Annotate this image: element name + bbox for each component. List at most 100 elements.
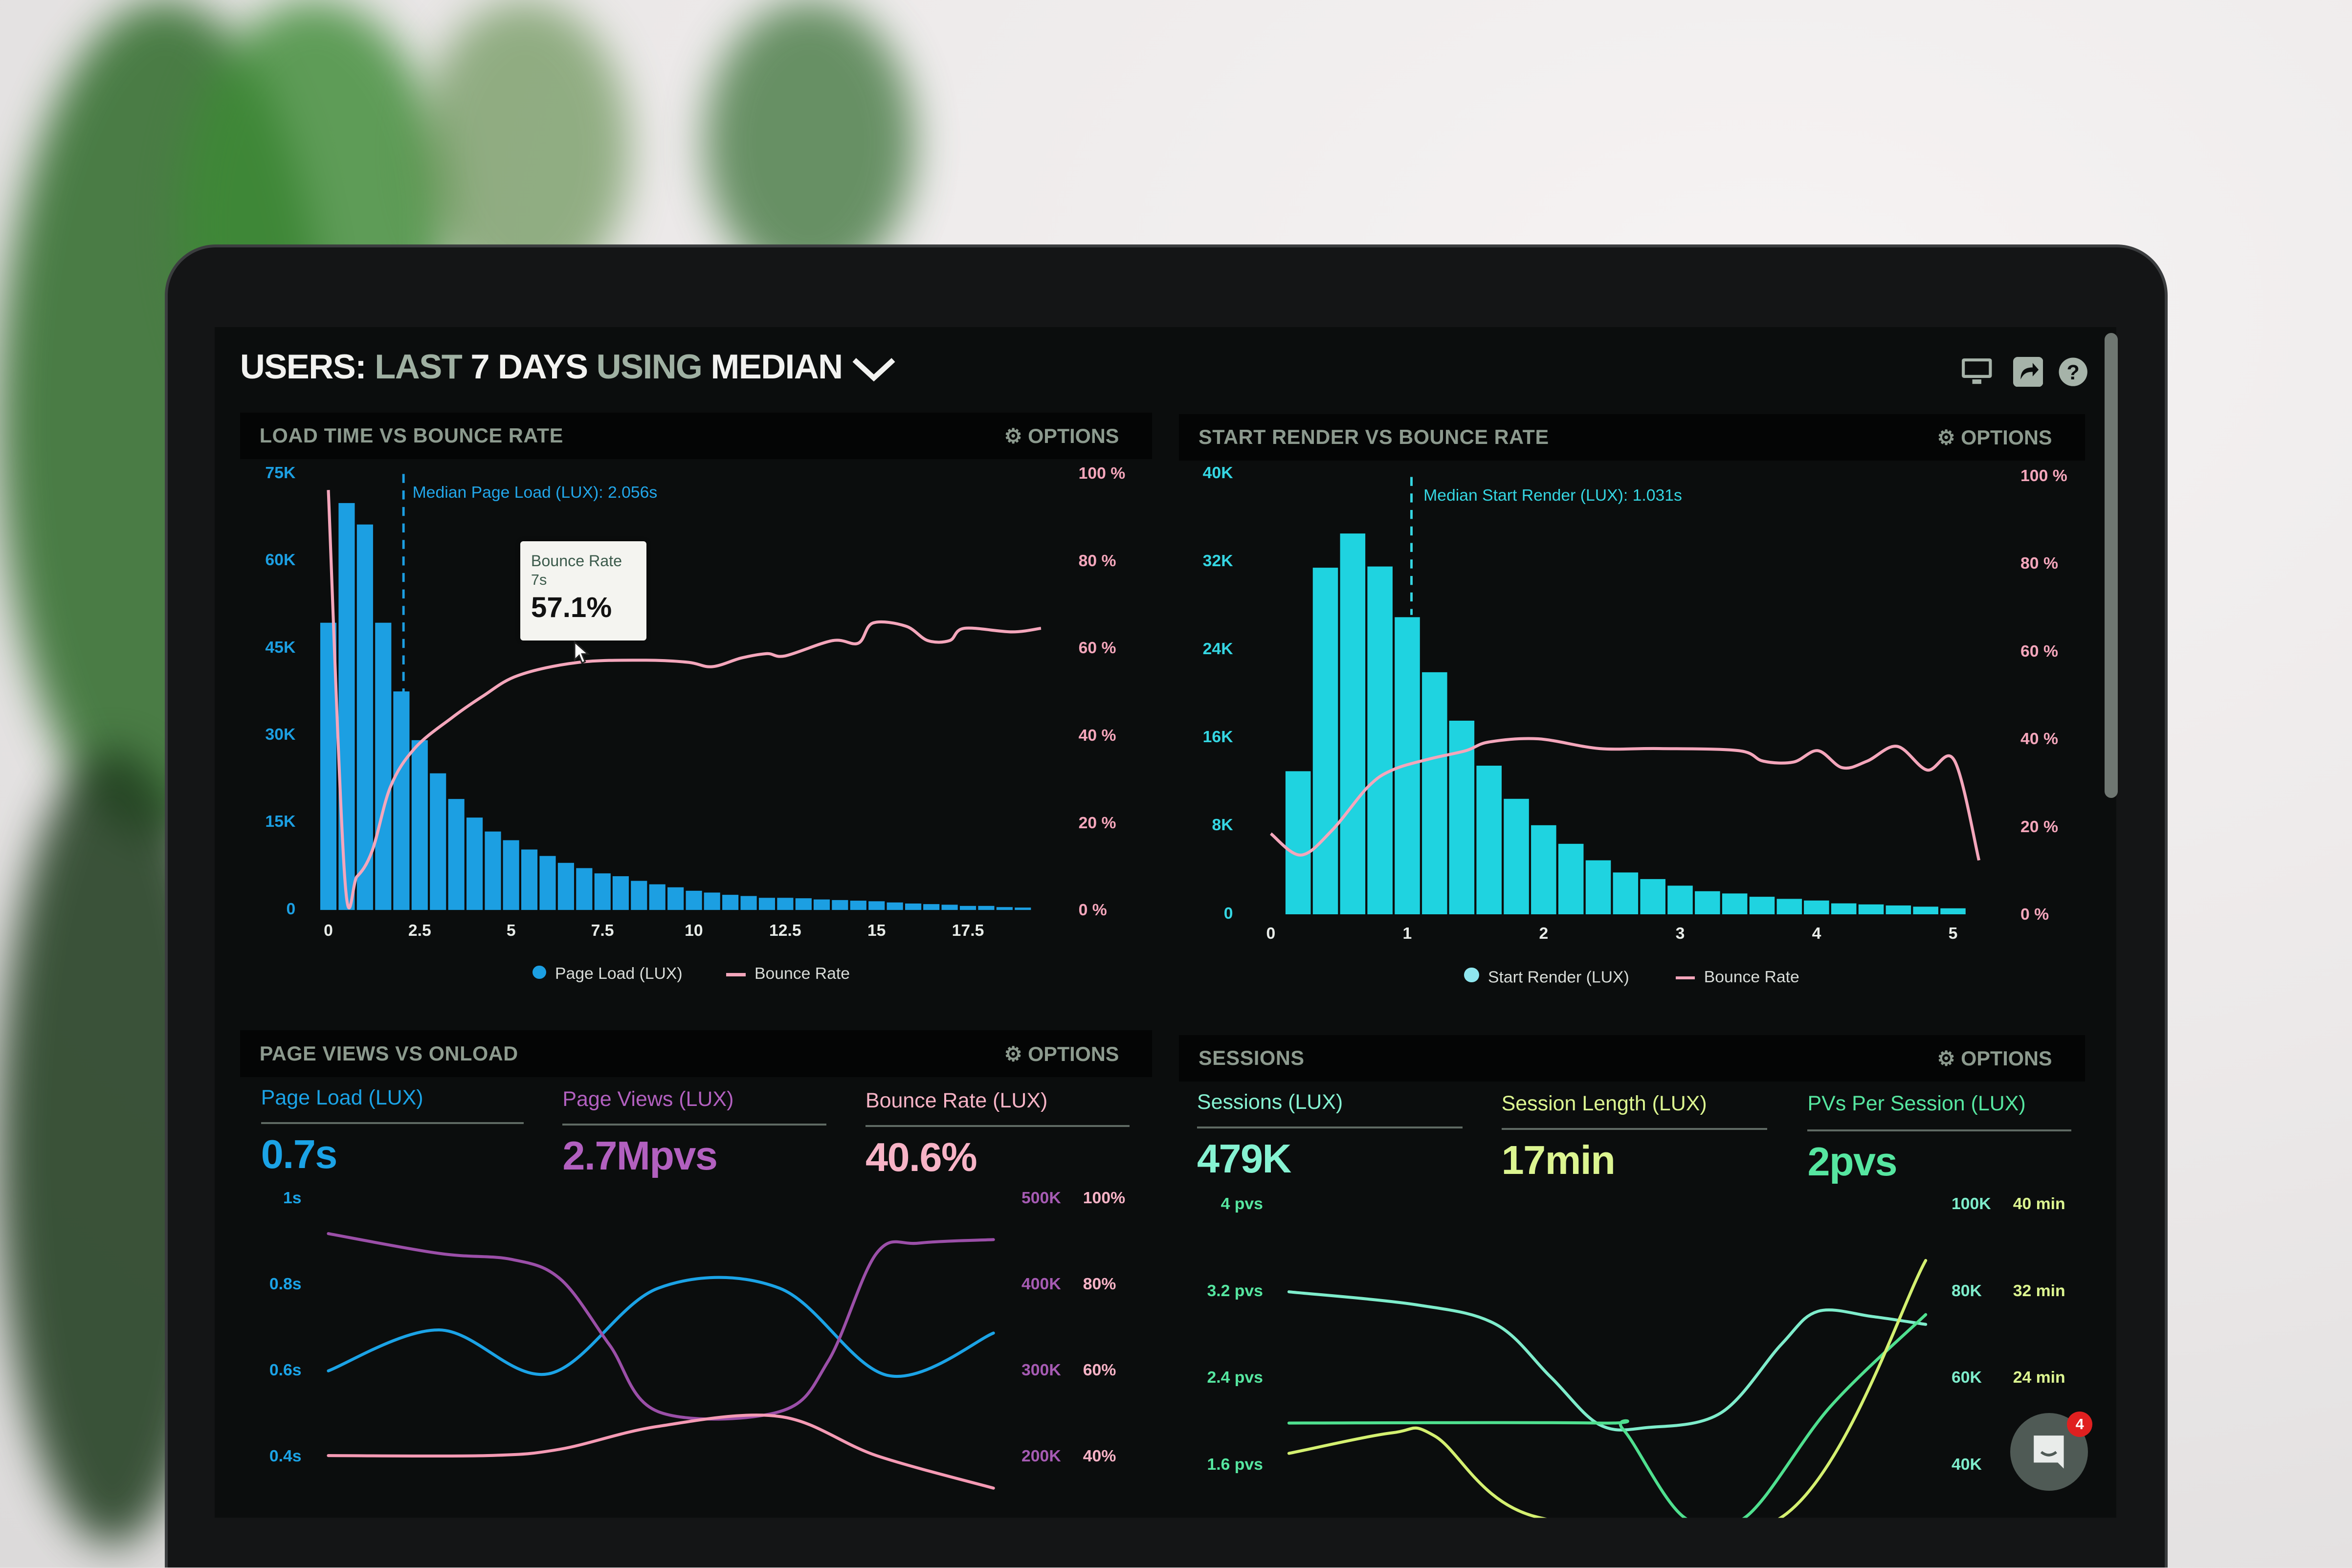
histogram-bar <box>393 691 410 910</box>
y2-axis-tick-label: 60 % <box>2020 641 2058 661</box>
y3-axis-tick-label: 100% <box>1083 1189 1126 1208</box>
legend-dot-icon <box>532 965 546 979</box>
y2-axis-tick-label: 60K <box>1951 1368 1982 1387</box>
histogram-bar <box>576 868 593 910</box>
histogram-bar <box>959 905 976 910</box>
histogram-bar <box>1804 900 1829 915</box>
chevron-down-icon[interactable] <box>851 355 896 382</box>
dashboard-title[interactable]: USERS: LAST 7 DAYS USING MEDIAN <box>240 347 896 386</box>
y-axis-tick-label: 45K <box>265 638 296 657</box>
tooltip-title: Bounce Rate <box>531 552 622 570</box>
histogram-bar <box>1504 798 1529 915</box>
histogram-bar <box>594 873 611 910</box>
y-axis-tick-label: 8K <box>1212 816 1233 835</box>
histogram-bar <box>996 907 1013 910</box>
histogram-bar <box>1831 903 1857 915</box>
legend-bounce-rate[interactable]: Bounce Rate <box>1675 967 1799 987</box>
histogram-bar <box>1913 906 1938 915</box>
y-axis-tick-label: 24K <box>1202 640 1233 659</box>
histogram-bar <box>375 622 392 910</box>
legend-start-render[interactable]: Start Render (LUX) <box>1464 967 1629 987</box>
y3-axis-tick-label: 80% <box>1083 1275 1116 1294</box>
histogram-bar <box>1640 879 1665 915</box>
panel-title: PAGE VIEWS VS ONLOAD <box>259 1042 518 1065</box>
divider <box>1807 1129 2072 1132</box>
gear-icon: ⚙ <box>1937 1047 1961 1070</box>
y2-axis-tick-label: 80 % <box>2020 554 2058 573</box>
panel-header-start-render: START RENDER VS BOUNCE RATE ⚙ OPTIONS <box>1179 414 2085 461</box>
options-button[interactable]: ⚙ OPTIONS <box>1937 426 2052 449</box>
y-axis-tick-label: 16K <box>1202 728 1233 747</box>
page-views-chart <box>327 1232 995 1490</box>
histogram-bar <box>1940 908 1966 915</box>
metric-value-page-load: 0.7s <box>261 1131 338 1177</box>
series-line <box>327 1413 995 1490</box>
median-label: Median Start Render (LUX): 1.031s <box>1423 486 1682 505</box>
y-axis-tick-label: 3.2 pvs <box>1207 1281 1263 1300</box>
histogram-bar <box>850 901 866 910</box>
histogram-bar <box>795 898 812 910</box>
y2-axis-tick-label: 20 % <box>2020 817 2058 836</box>
y-axis-tick-label: 4 pvs <box>1220 1194 1263 1214</box>
options-button[interactable]: ⚙ OPTIONS <box>1004 424 1119 448</box>
histogram-bar <box>1312 568 1338 915</box>
help-icon[interactable]: ? <box>2058 357 2088 387</box>
y-axis-tick-label: 0.8s <box>269 1275 302 1294</box>
panel-header-load-time: LOAD TIME VS BOUNCE RATE ⚙ OPTIONS <box>240 412 1152 459</box>
y-axis-tick-label: 0.6s <box>269 1361 302 1380</box>
metric-label-sessions: Sessions (LUX) <box>1197 1090 1343 1114</box>
x-axis-tick-label: 3 <box>1675 924 1685 943</box>
metric-label-page-load: Page Load (LUX) <box>261 1085 423 1109</box>
share-icon[interactable] <box>2013 357 2043 387</box>
panel-header-page-views: PAGE VIEWS VS ONLOAD ⚙ OPTIONS <box>240 1030 1152 1077</box>
histogram-bar <box>740 896 757 910</box>
histogram-bar <box>887 902 903 910</box>
panel-title: SESSIONS <box>1198 1047 1305 1070</box>
x-axis-tick-label: 2.5 <box>408 921 431 940</box>
legend-label: Bounce Rate <box>1704 967 1799 986</box>
y3-axis-tick-label: 40% <box>1083 1447 1116 1465</box>
tooltip-value: 57.1% <box>531 591 612 623</box>
histogram-bar <box>777 898 794 910</box>
divider <box>865 1125 1130 1127</box>
histogram-bar <box>649 884 666 910</box>
options-button[interactable]: ⚙ OPTIONS <box>1004 1042 1119 1066</box>
legend-bounce-rate[interactable]: Bounce Rate <box>726 964 850 983</box>
y-axis-tick-label: 1.6 pvs <box>1207 1455 1263 1474</box>
histogram-bar <box>521 849 538 910</box>
histogram-bar <box>868 901 885 910</box>
metric-label-session-length: Session Length (LUX) <box>1501 1092 1707 1116</box>
x-axis-tick-label: 1 <box>1402 924 1412 943</box>
notification-badge: 4 <box>2067 1411 2093 1437</box>
tooltip: Bounce Rate 7s 57.1% <box>520 541 647 640</box>
histogram-bar <box>430 773 446 910</box>
x-axis-tick-label: 17.5 <box>952 921 984 940</box>
title-7-days: 7 DAYS <box>470 347 588 386</box>
metric-label-bounce-rate: Bounce Rate (LUX) <box>865 1089 1048 1113</box>
gear-icon: ⚙ <box>1937 426 1961 449</box>
histogram-bar <box>1613 872 1639 915</box>
monitor-icon[interactable] <box>1960 357 1993 387</box>
median-label: Median Page Load (LUX): 2.056s <box>412 483 658 502</box>
y3-axis-tick-label: 40 min <box>2013 1194 2065 1214</box>
legend-line-icon <box>726 973 746 976</box>
y2-axis-tick-label: 60 % <box>1078 639 1116 658</box>
histogram-bar <box>411 740 428 910</box>
metric-value-pvs-per-session: 2pvs <box>1807 1139 1897 1185</box>
chat-icon <box>2034 1435 2064 1469</box>
panel-title: LOAD TIME VS BOUNCE RATE <box>259 424 563 447</box>
histogram-bar <box>1558 843 1584 915</box>
legend-label: Bounce Rate <box>754 964 850 983</box>
x-axis-tick-label: 0 <box>324 921 333 940</box>
load-time-chart <box>320 474 1042 910</box>
histogram-bar <box>557 862 574 910</box>
scrollbar-thumb[interactable] <box>2104 333 2118 798</box>
options-button[interactable]: ⚙ OPTIONS <box>1937 1047 2052 1070</box>
y-axis-tick-label: 2.4 pvs <box>1207 1368 1263 1387</box>
legend-page-load[interactable]: Page Load (LUX) <box>532 964 683 983</box>
tooltip-x: 7s <box>531 571 547 588</box>
series-line <box>1287 1259 1928 1518</box>
y2-axis-tick-label: 40 % <box>2020 729 2058 749</box>
title-median: MEDIAN <box>710 347 843 386</box>
y2-axis-tick-label: 40 % <box>1078 726 1116 745</box>
